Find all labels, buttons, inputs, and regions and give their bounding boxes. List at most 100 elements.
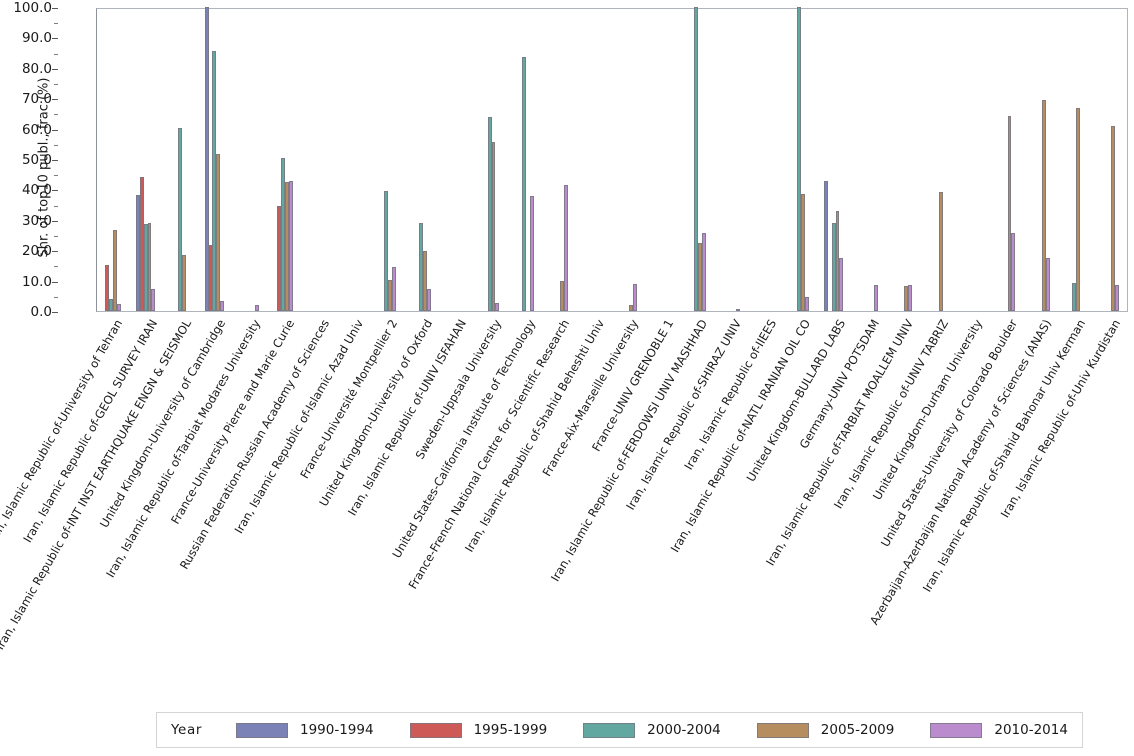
bar (529, 196, 534, 311)
bar (1076, 107, 1081, 311)
legend-swatch (756, 722, 809, 738)
y-tick-minor-mark (54, 53, 58, 55)
bar (839, 258, 844, 311)
y-tick-mark (52, 160, 58, 161)
legend-entry[interactable]: 2005-2009 (756, 722, 895, 738)
y-tick-mark (52, 99, 58, 101)
y-tick-label: 100.0 (13, 0, 52, 16)
bar (805, 296, 809, 311)
legend-title: Year (171, 722, 202, 738)
bar (204, 7, 209, 311)
y-tick-label: 10.0 (21, 273, 52, 290)
bar (208, 245, 213, 311)
legend-swatch (583, 722, 636, 738)
bar (254, 305, 259, 311)
bar (697, 242, 702, 311)
bar (1110, 126, 1115, 311)
bar (212, 51, 217, 311)
y-tick-mark (52, 8, 58, 9)
y-tick-label: 0.0 (30, 304, 52, 320)
bar (823, 180, 828, 311)
y-tick-minor-mark (54, 114, 58, 116)
bar (873, 285, 878, 311)
y-tick-minor-mark (54, 84, 58, 85)
bar (835, 210, 840, 311)
bar (701, 232, 706, 311)
y-tick-mark (52, 220, 58, 222)
bar (109, 299, 114, 311)
y-tick-minor-mark (54, 144, 58, 146)
y-tick-label: 50.0 (21, 152, 52, 168)
bar (220, 300, 225, 311)
bar (289, 180, 293, 311)
y-tick-mark (52, 129, 58, 131)
y-tick-minor-mark (54, 23, 58, 25)
bar (384, 190, 389, 311)
y-tick-mark (52, 281, 58, 283)
bar (629, 305, 634, 311)
y-tick-minor-mark (54, 296, 58, 298)
bar (277, 205, 282, 311)
legend-label: 2005-2009 (820, 722, 895, 738)
bar (426, 289, 431, 311)
legend-entry[interactable]: 1990-1994 (235, 722, 374, 738)
bar (285, 182, 290, 311)
bar (736, 309, 741, 311)
y-tick-mark (52, 38, 58, 40)
bar (135, 195, 140, 311)
bar (388, 280, 393, 311)
bar (418, 223, 423, 311)
legend-label: 1990-1994 (299, 722, 374, 738)
bar (560, 281, 565, 311)
y-tick-mark (52, 312, 58, 313)
bar (117, 304, 121, 311)
bar (178, 127, 182, 311)
legend: Year 1990-1994 1995-1999 2000-2004 2005-200… (156, 712, 1083, 748)
bar (105, 264, 110, 311)
x-axis: Iran, Islamic Republic of-University of … (0, 313, 1134, 703)
bar (422, 250, 427, 311)
legend-entry[interactable]: 2000-2004 (583, 722, 721, 738)
legend-label: 2000-2004 (647, 722, 721, 738)
y-tick-label: 60.0 (21, 121, 52, 138)
y-tick-mark (52, 251, 58, 253)
y-tick-label: 70.0 (21, 91, 52, 108)
bar (281, 158, 286, 311)
y-tick-label: 80.0 (21, 60, 52, 77)
bar (1041, 100, 1046, 311)
y-tick-minor-mark (54, 266, 58, 268)
y-tick-minor-mark (54, 236, 58, 237)
y-axis: Shr. of top10 publ., frac (%) 0.0 10.0 20.… (0, 0, 96, 320)
legend-swatch (930, 722, 983, 738)
bar (491, 141, 496, 311)
y-tick-label: 30.0 (21, 212, 52, 229)
bar (495, 303, 500, 311)
bar (908, 285, 913, 311)
legend-label: 1995-1999 (473, 722, 548, 738)
y-tick-label: 20.0 (21, 243, 52, 260)
y-tick-minor-mark (54, 205, 58, 207)
bar (487, 116, 492, 311)
bar (1072, 282, 1077, 311)
x-tick-label-text: France-French National Centre for Scient… (406, 317, 573, 592)
bar (1007, 116, 1012, 311)
legend-label: 2010-2014 (994, 722, 1068, 738)
bar (694, 7, 698, 311)
legend-entry[interactable]: 2010-2014 (930, 722, 1068, 738)
y-tick-mark (52, 190, 58, 192)
bar (564, 185, 569, 311)
legend-entries: 1990-1994 1995-1999 2000-2004 2005-2009 2010… (235, 722, 1068, 738)
y-tick-minor-mark (54, 175, 58, 177)
x-tick-label-text: Iran, Islamic Republic of-Shahid Bahonar… (920, 317, 1089, 595)
bar (139, 176, 144, 311)
bar (797, 7, 802, 311)
bar (147, 223, 152, 311)
legend-entry[interactable]: 1995-1999 (409, 722, 548, 738)
legend-swatch (409, 722, 462, 738)
bars-layer (97, 7, 1127, 311)
y-tick-label: 40.0 (21, 182, 52, 199)
bar (904, 286, 909, 311)
bar (633, 284, 637, 311)
bar (522, 57, 526, 311)
